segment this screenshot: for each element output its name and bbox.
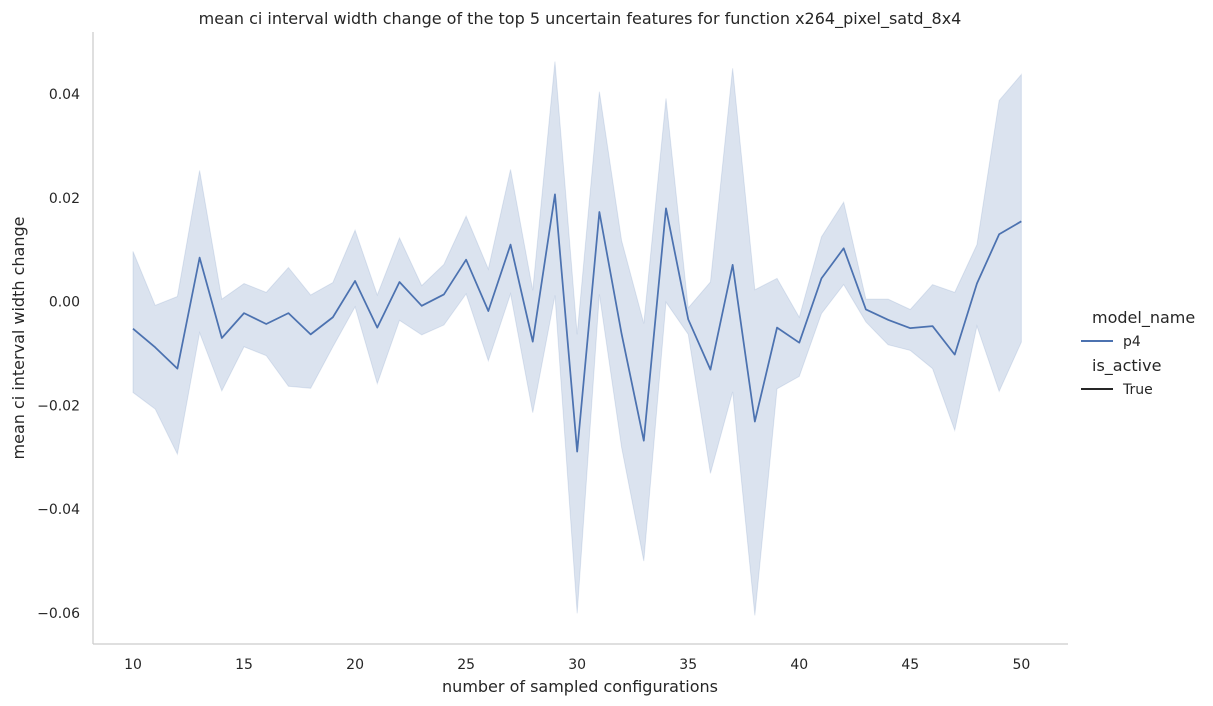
y-axis-ticks: −0.06 −0.04 −0.02 0.00 0.02 0.04: [37, 87, 80, 622]
y-tick-label: −0.06: [37, 606, 80, 622]
legend-hue-title: model_name: [1092, 308, 1195, 328]
x-tick-label: 45: [901, 657, 919, 673]
confidence-band-p4: [132, 61, 1022, 616]
legend: model_name p4 is_active True: [1081, 308, 1195, 398]
x-tick-label: 25: [457, 657, 475, 673]
y-tick-label: 0.00: [49, 295, 80, 311]
x-tick-label: 15: [235, 657, 253, 673]
y-tick-label: −0.02: [37, 398, 80, 414]
x-tick-label: 30: [568, 657, 586, 673]
y-axis-label: mean ci interval width change: [9, 217, 28, 460]
x-tick-label: 50: [1012, 657, 1030, 673]
series-line-p4: [132, 193, 1022, 453]
x-tick-label: 35: [679, 657, 697, 673]
x-axis-ticks: 10 15 20 25 30 35 40 45 50: [124, 657, 1030, 673]
legend-label-true: True: [1122, 382, 1153, 398]
x-tick-label: 10: [124, 657, 142, 673]
legend-label-p4: p4: [1123, 334, 1141, 350]
x-tick-label: 20: [346, 657, 364, 673]
y-tick-label: 0.02: [49, 191, 80, 207]
y-tick-label: 0.04: [49, 87, 80, 103]
chart-title: mean ci interval width change of the top…: [199, 9, 962, 29]
x-axis-label: number of sampled configurations: [442, 677, 718, 696]
y-tick-label: −0.04: [37, 502, 80, 518]
x-tick-label: 40: [790, 657, 808, 673]
plot-area: [132, 61, 1022, 616]
legend-style-title: is_active: [1092, 356, 1161, 376]
